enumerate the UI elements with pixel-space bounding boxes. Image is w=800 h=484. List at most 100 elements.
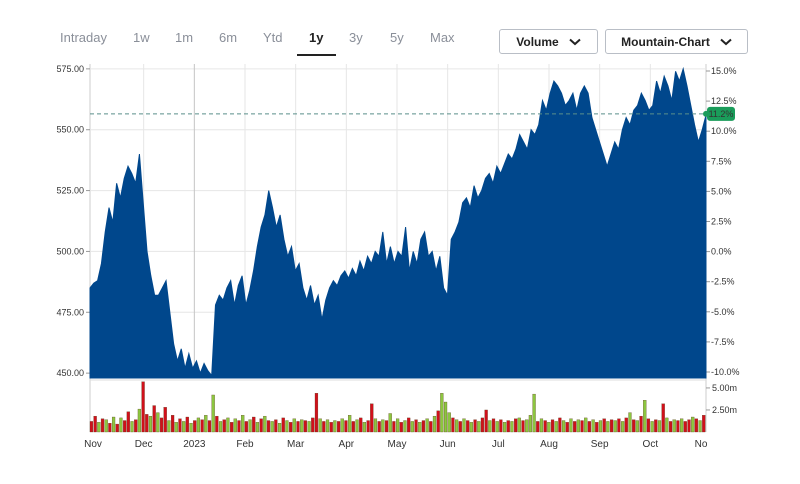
volume-bar (676, 420, 680, 433)
volume-bar (698, 420, 702, 433)
percent-tick-label: -7.5% (711, 337, 735, 347)
month-label: Feb (236, 439, 254, 450)
volume-bar (609, 419, 614, 433)
volume-bar (333, 420, 337, 433)
percent-tick-label: 10.0% (711, 126, 737, 136)
percent-tick-label: -10.0% (711, 367, 740, 377)
volume-bar (480, 417, 485, 433)
volume-bar (193, 420, 197, 433)
month-label: Jul (492, 439, 505, 450)
volume-bar (521, 420, 525, 433)
volume-bar (421, 420, 426, 433)
volume-bar (207, 420, 212, 433)
tab-5y[interactable]: 5y (390, 30, 404, 45)
volume-bar (558, 417, 562, 433)
tab-1y[interactable]: 1y (309, 30, 324, 45)
volume-bar (455, 419, 459, 433)
volume-bar (650, 421, 654, 433)
tab-3y[interactable]: 3y (349, 30, 363, 45)
volume-bar (373, 418, 378, 433)
volume-bar (137, 408, 141, 433)
volume-bar (580, 420, 584, 433)
volume-bar (384, 420, 389, 433)
volume-bar (657, 420, 662, 433)
volume-bar (488, 420, 492, 433)
volume-bar (370, 403, 374, 433)
percent-tick-label: -5.0% (711, 307, 735, 317)
percent-tick-label: 7.5% (711, 156, 732, 166)
chart-type-dropdown[interactable]: Mountain-Chart (605, 29, 748, 54)
volume-bar (514, 418, 518, 433)
volume-bar (89, 421, 94, 433)
price-tick-label: 550.00 (56, 125, 84, 135)
volume-bar (307, 421, 311, 433)
volume-bar (281, 417, 285, 433)
change-badge (707, 106, 735, 121)
volume-bar (440, 393, 444, 433)
volume-bar (539, 418, 544, 433)
volume-bar (351, 421, 355, 433)
chevron-down-icon (569, 38, 581, 45)
volume-bar (119, 417, 123, 433)
volume-bar (510, 421, 514, 433)
volume-bar (296, 421, 300, 433)
volume-bar (473, 419, 477, 433)
volume-bar (218, 421, 223, 433)
volume-bar (100, 418, 105, 433)
volume-bar (274, 419, 278, 433)
volume-bar (141, 381, 145, 433)
change-badge-label: 11.2% (709, 109, 734, 119)
volume-bar (469, 422, 473, 433)
volume-bar (687, 419, 691, 433)
percent-tick-label: 15.0% (711, 66, 737, 76)
volume-bar (543, 420, 547, 433)
volume-bar (654, 419, 658, 433)
volume-bar (436, 410, 440, 433)
month-label: Jun (440, 439, 456, 450)
volume-bar (602, 418, 606, 433)
volume-dropdown-label: Volume (516, 34, 559, 49)
volume-bar (584, 417, 588, 433)
volume-bar (598, 420, 603, 433)
volume-bar (381, 419, 385, 433)
volume-dropdown[interactable]: Volume (499, 29, 598, 54)
volume-bar (668, 421, 673, 433)
volume-bar (167, 420, 171, 433)
volume-bar (573, 421, 577, 433)
percent-tick-label: 12.5% (711, 96, 737, 106)
percent-tick-label: 2.5% (711, 217, 732, 227)
volume-bar (241, 415, 245, 433)
volume-bar (683, 421, 687, 433)
tab-intraday[interactable]: Intraday (60, 30, 107, 45)
month-label: Nov (84, 439, 102, 450)
volume-bar (525, 419, 529, 433)
volume-bar (285, 420, 289, 433)
volume-bar (621, 421, 625, 433)
volume-bar (366, 420, 370, 433)
tab-max[interactable]: Max (430, 30, 455, 45)
volume-bar (322, 421, 326, 433)
volume-bar (591, 419, 595, 433)
month-label: Apr (339, 439, 355, 450)
volume-bar (665, 417, 669, 433)
volume-bar (93, 415, 97, 433)
volume-bar (569, 418, 573, 433)
volume-tick-label: 2.50m (712, 405, 737, 415)
volume-bar (108, 423, 112, 433)
volume-bar (130, 421, 134, 433)
volume-bar (226, 417, 230, 433)
price-tick-label: 475.00 (56, 307, 84, 317)
tab-6m[interactable]: 6m (219, 30, 238, 45)
volume-bar (632, 419, 636, 433)
percent-tick-label: 5.0% (711, 186, 732, 196)
volume-bar (635, 420, 639, 433)
tab-1w[interactable]: 1w (133, 30, 150, 45)
volume-bar (134, 419, 138, 433)
month-label: Mar (287, 439, 305, 450)
volume-bar (499, 419, 503, 433)
tab-ytd[interactable]: Ytd (263, 30, 283, 45)
volume-bar (691, 416, 695, 433)
volume-bar (643, 400, 647, 433)
tab-1m[interactable]: 1m (175, 30, 194, 45)
